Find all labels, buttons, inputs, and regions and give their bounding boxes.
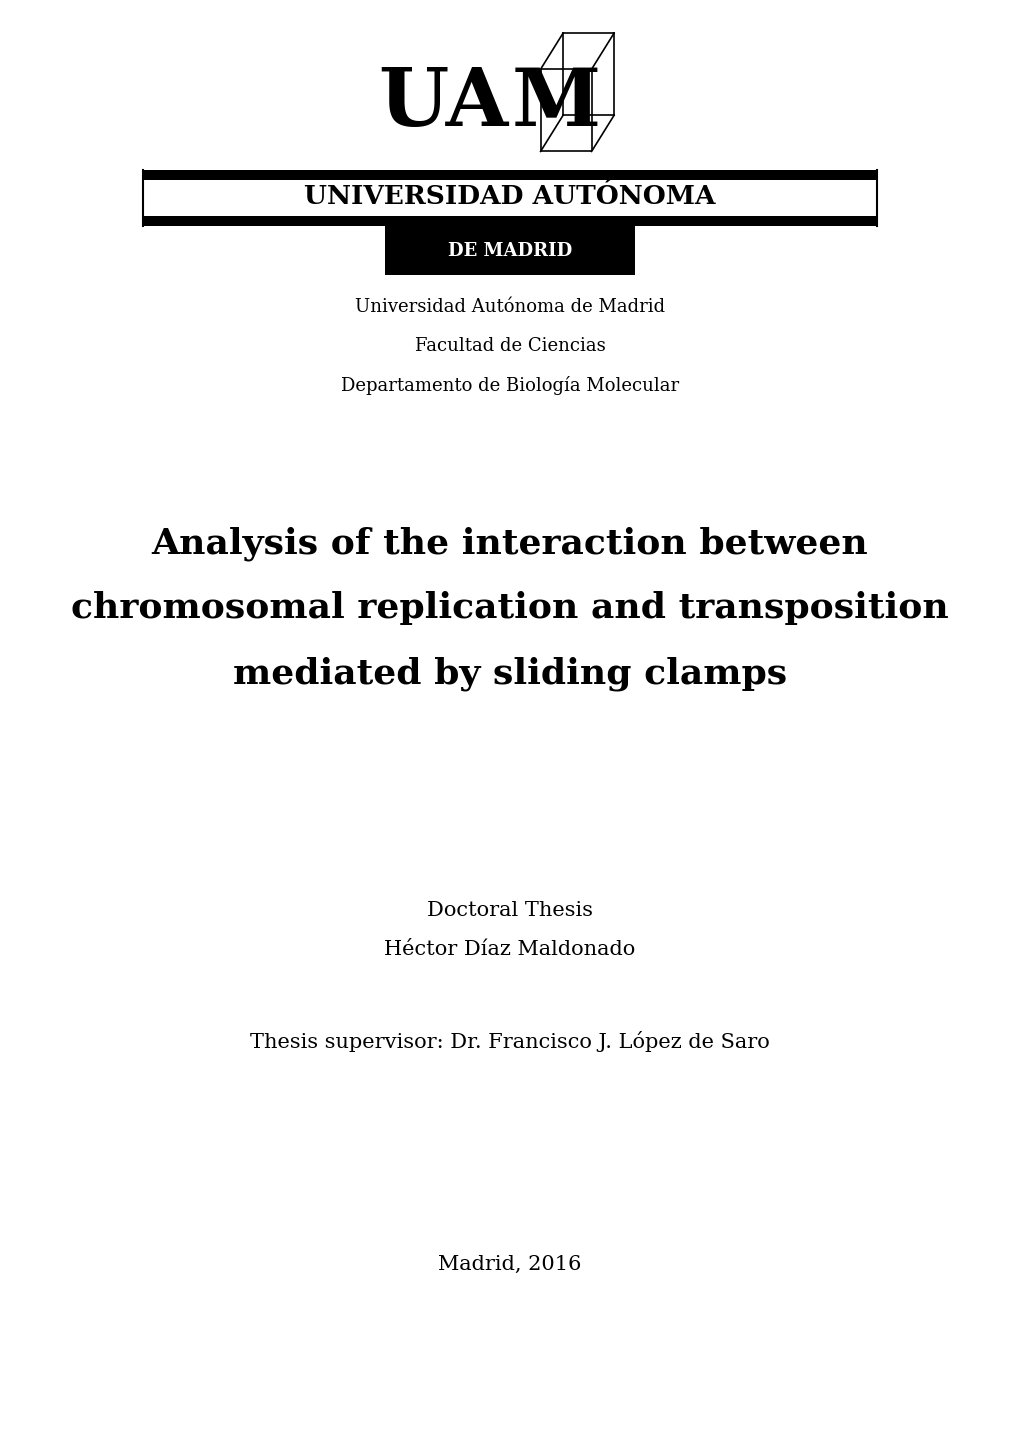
Text: Analysis of the interaction between: Analysis of the interaction between — [152, 526, 867, 561]
Text: Thesis supervisor: Dr. Francisco J. López de Saro: Thesis supervisor: Dr. Francisco J. Lópe… — [250, 1031, 769, 1053]
Text: mediated by sliding clamps: mediated by sliding clamps — [232, 656, 787, 691]
Text: UNIVERSIDAD AUTÓNOMA: UNIVERSIDAD AUTÓNOMA — [304, 185, 715, 209]
Text: Departamento de Biología Molecular: Departamento de Biología Molecular — [340, 376, 679, 395]
Bar — [143, 216, 876, 226]
Bar — [385, 226, 635, 275]
Text: Héctor Díaz Maldonado: Héctor Díaz Maldonado — [384, 940, 635, 959]
Text: DE MADRID: DE MADRID — [447, 242, 572, 260]
Text: chromosomal replication and transposition: chromosomal replication and transpositio… — [71, 591, 948, 626]
Text: Doctoral Thesis: Doctoral Thesis — [427, 901, 592, 920]
Text: Facultad de Ciencias: Facultad de Ciencias — [414, 337, 605, 355]
Bar — [143, 170, 876, 180]
Bar — [143, 170, 876, 226]
Text: M: M — [511, 65, 600, 143]
Text: Madrid, 2016: Madrid, 2016 — [438, 1255, 581, 1273]
Text: UA: UA — [378, 65, 508, 143]
Text: Universidad Autónoma de Madrid: Universidad Autónoma de Madrid — [355, 298, 664, 316]
